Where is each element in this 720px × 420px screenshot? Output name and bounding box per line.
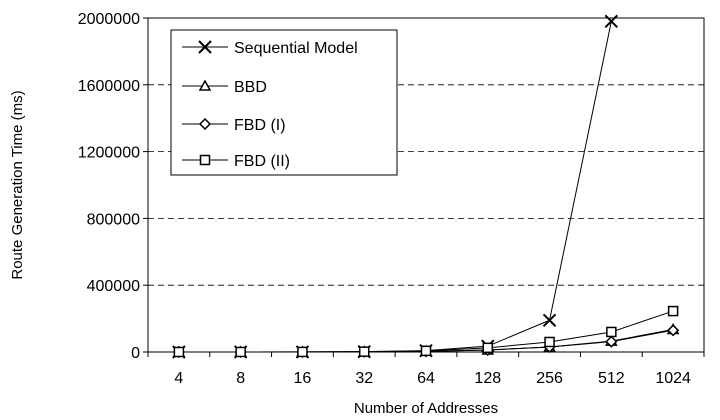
x-tick-label: 32 — [355, 370, 373, 387]
data-point — [544, 336, 555, 348]
y-tick-label: 0 — [131, 345, 140, 362]
x-axis-title: Number of Addresses — [354, 400, 498, 417]
y-tick-label: 1200000 — [78, 145, 140, 162]
legend-label: Sequential Model — [234, 40, 358, 57]
legend-label: BBD — [234, 79, 267, 96]
x-tick-label: 64 — [417, 370, 435, 387]
x-tick-label: 4 — [174, 370, 183, 387]
data-point — [173, 346, 185, 358]
data-point — [542, 313, 557, 327]
legend-label: FBD (I) — [234, 117, 286, 134]
data-point — [297, 346, 308, 358]
y-axis-ticks: 0 400000 800000 1200000 1600000 2000000 — [78, 11, 148, 362]
x-tick-label: 8 — [236, 370, 245, 387]
y-tick-label: 400000 — [87, 278, 140, 295]
x-tick-label: 256 — [536, 370, 563, 387]
series-group — [172, 14, 680, 359]
x-tick-label: 1024 — [655, 370, 691, 387]
data-point — [605, 335, 618, 348]
data-point — [604, 14, 619, 29]
x-tick-label: 16 — [294, 370, 312, 387]
legend: Sequential Model BBD FBD (I) FBD (II) — [170, 29, 398, 176]
data-point — [667, 305, 679, 317]
series-square — [173, 305, 679, 358]
legend-marker — [198, 79, 212, 91]
data-point — [606, 326, 617, 338]
y-axis-title: Route Generation Time (ms) — [9, 90, 26, 279]
legend-marker — [199, 154, 211, 166]
legend-box — [170, 29, 398, 176]
y-tick-label: 2000000 — [78, 11, 140, 28]
data-point — [420, 345, 432, 357]
legend-marker — [198, 40, 212, 54]
x-tick-label: 512 — [598, 370, 625, 387]
legend-marker — [198, 117, 212, 131]
data-point — [482, 342, 494, 354]
data-point — [667, 324, 680, 337]
y-tick-label: 1600000 — [78, 78, 140, 95]
x-axis-ticks: 4 8 16 32 64 128 256 512 1024 — [147, 352, 705, 387]
y-tick-label: 800000 — [87, 211, 140, 228]
data-point — [235, 346, 246, 358]
x-tick-label: 128 — [474, 370, 501, 387]
legend-label: FBD (II) — [234, 153, 290, 170]
data-point — [358, 346, 370, 357]
